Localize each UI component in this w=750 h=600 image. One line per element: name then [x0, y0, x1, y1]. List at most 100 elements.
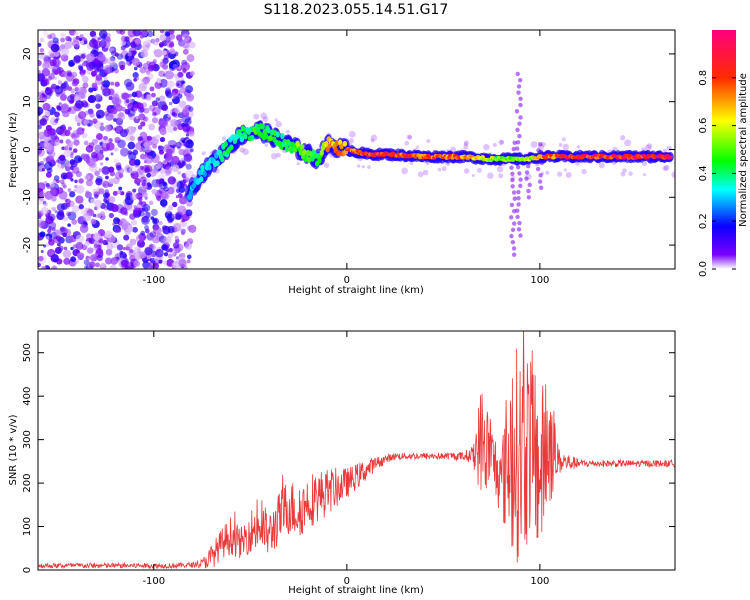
ridge-core — [243, 133, 248, 140]
noise-blob — [165, 70, 174, 80]
noise-blob — [110, 81, 115, 86]
noise-blob — [126, 167, 133, 173]
noise-blob — [167, 176, 176, 185]
noise-blob — [137, 125, 143, 130]
noise-blob — [38, 162, 41, 167]
speckle-blob — [406, 134, 412, 140]
noise-blob — [48, 73, 55, 80]
speckle-blob — [270, 152, 278, 160]
noise-blob — [73, 166, 77, 170]
noise-blob — [174, 235, 179, 240]
noise-blob — [88, 142, 95, 149]
speckle-blob — [463, 142, 468, 147]
noise-blob — [49, 32, 56, 40]
noise-blob — [173, 126, 178, 131]
noise-blob — [138, 200, 143, 205]
noise-blob — [181, 59, 188, 66]
noise-blob — [136, 168, 142, 173]
noise-blob — [131, 58, 140, 66]
noise-blob — [141, 164, 150, 174]
noise-blob — [105, 248, 113, 256]
speckle-blob — [463, 144, 469, 150]
streak-blob — [518, 102, 523, 108]
noise-blob — [47, 91, 53, 97]
noise-blob — [131, 219, 137, 226]
noise-blob — [158, 178, 165, 185]
noise-blob — [133, 260, 141, 268]
noise-blob — [177, 118, 183, 124]
ridge-core — [280, 132, 285, 139]
noise-blob — [151, 244, 156, 249]
noise-blob — [146, 30, 154, 38]
noise-blob — [122, 246, 127, 251]
noise-blob — [145, 178, 151, 184]
speckle-blob — [624, 139, 632, 147]
noise-blob — [60, 37, 66, 43]
noise-blob — [181, 231, 185, 236]
noise-blob — [175, 141, 182, 149]
noise-blob — [116, 189, 121, 194]
streak-blob — [518, 233, 523, 238]
noise-blob — [86, 247, 94, 254]
noise-blob — [75, 242, 84, 250]
noise-blob — [172, 201, 178, 208]
noise-blob — [84, 265, 88, 269]
noise-blob — [105, 242, 109, 246]
noise-blob — [132, 149, 139, 156]
noise-blob — [120, 92, 128, 100]
noise-blob — [47, 213, 56, 222]
noise-blob — [49, 59, 57, 67]
colorbar-tick-label: 0.8 — [698, 70, 709, 86]
speckle-blob — [464, 140, 469, 146]
noise-blob — [85, 190, 90, 195]
speckle-blob — [417, 171, 424, 178]
noise-blob — [188, 116, 192, 121]
noise-blob — [100, 122, 104, 126]
snr-frame — [37, 330, 676, 571]
noise-blob — [151, 117, 159, 124]
noise-blob — [96, 133, 103, 140]
noise-blob — [159, 78, 168, 88]
noise-blob — [65, 198, 71, 205]
noise-blob — [40, 206, 49, 215]
noise-blob — [70, 256, 76, 263]
streak-blob — [518, 115, 523, 120]
noise-blob — [55, 104, 61, 110]
noise-blob — [127, 30, 137, 38]
streak-blob — [515, 127, 520, 133]
noise-blob — [186, 254, 192, 260]
noise-blob — [141, 215, 149, 223]
noise-blob — [100, 211, 105, 217]
noise-blob — [159, 118, 169, 128]
noise-blob — [176, 181, 184, 190]
noise-blob — [121, 223, 129, 231]
colorbar-tick-label: 0.2 — [698, 213, 709, 229]
streak-blob — [524, 170, 530, 175]
streak-blob — [510, 177, 515, 183]
speckle-blob — [646, 143, 653, 149]
ridge-core — [192, 182, 197, 189]
noise-blob — [63, 257, 71, 265]
noise-blob — [99, 125, 105, 132]
speckle-blob — [641, 161, 648, 167]
streak-blob — [511, 146, 516, 152]
noise-blob — [177, 93, 183, 99]
noise-blob — [95, 103, 101, 109]
noise-blob — [188, 224, 197, 233]
noise-blob — [159, 34, 167, 42]
ridge-core — [342, 140, 348, 147]
noise-blob — [127, 141, 136, 150]
noise-blob — [55, 229, 62, 236]
snr-xlabel: Height of straight line (km) — [288, 585, 424, 596]
snr-ylabel: SNR (10 * v/v) — [8, 414, 19, 485]
noise-blob — [181, 33, 190, 42]
noise-blob — [95, 262, 100, 268]
noise-blob — [166, 208, 171, 214]
spectrogram-ytick-label: 10 — [22, 95, 33, 108]
noise-blob — [77, 157, 83, 162]
noise-blob — [159, 30, 165, 34]
noise-blob — [150, 208, 158, 216]
noise-blob — [92, 232, 102, 241]
noise-blob — [46, 145, 55, 153]
noise-blob — [73, 55, 82, 63]
